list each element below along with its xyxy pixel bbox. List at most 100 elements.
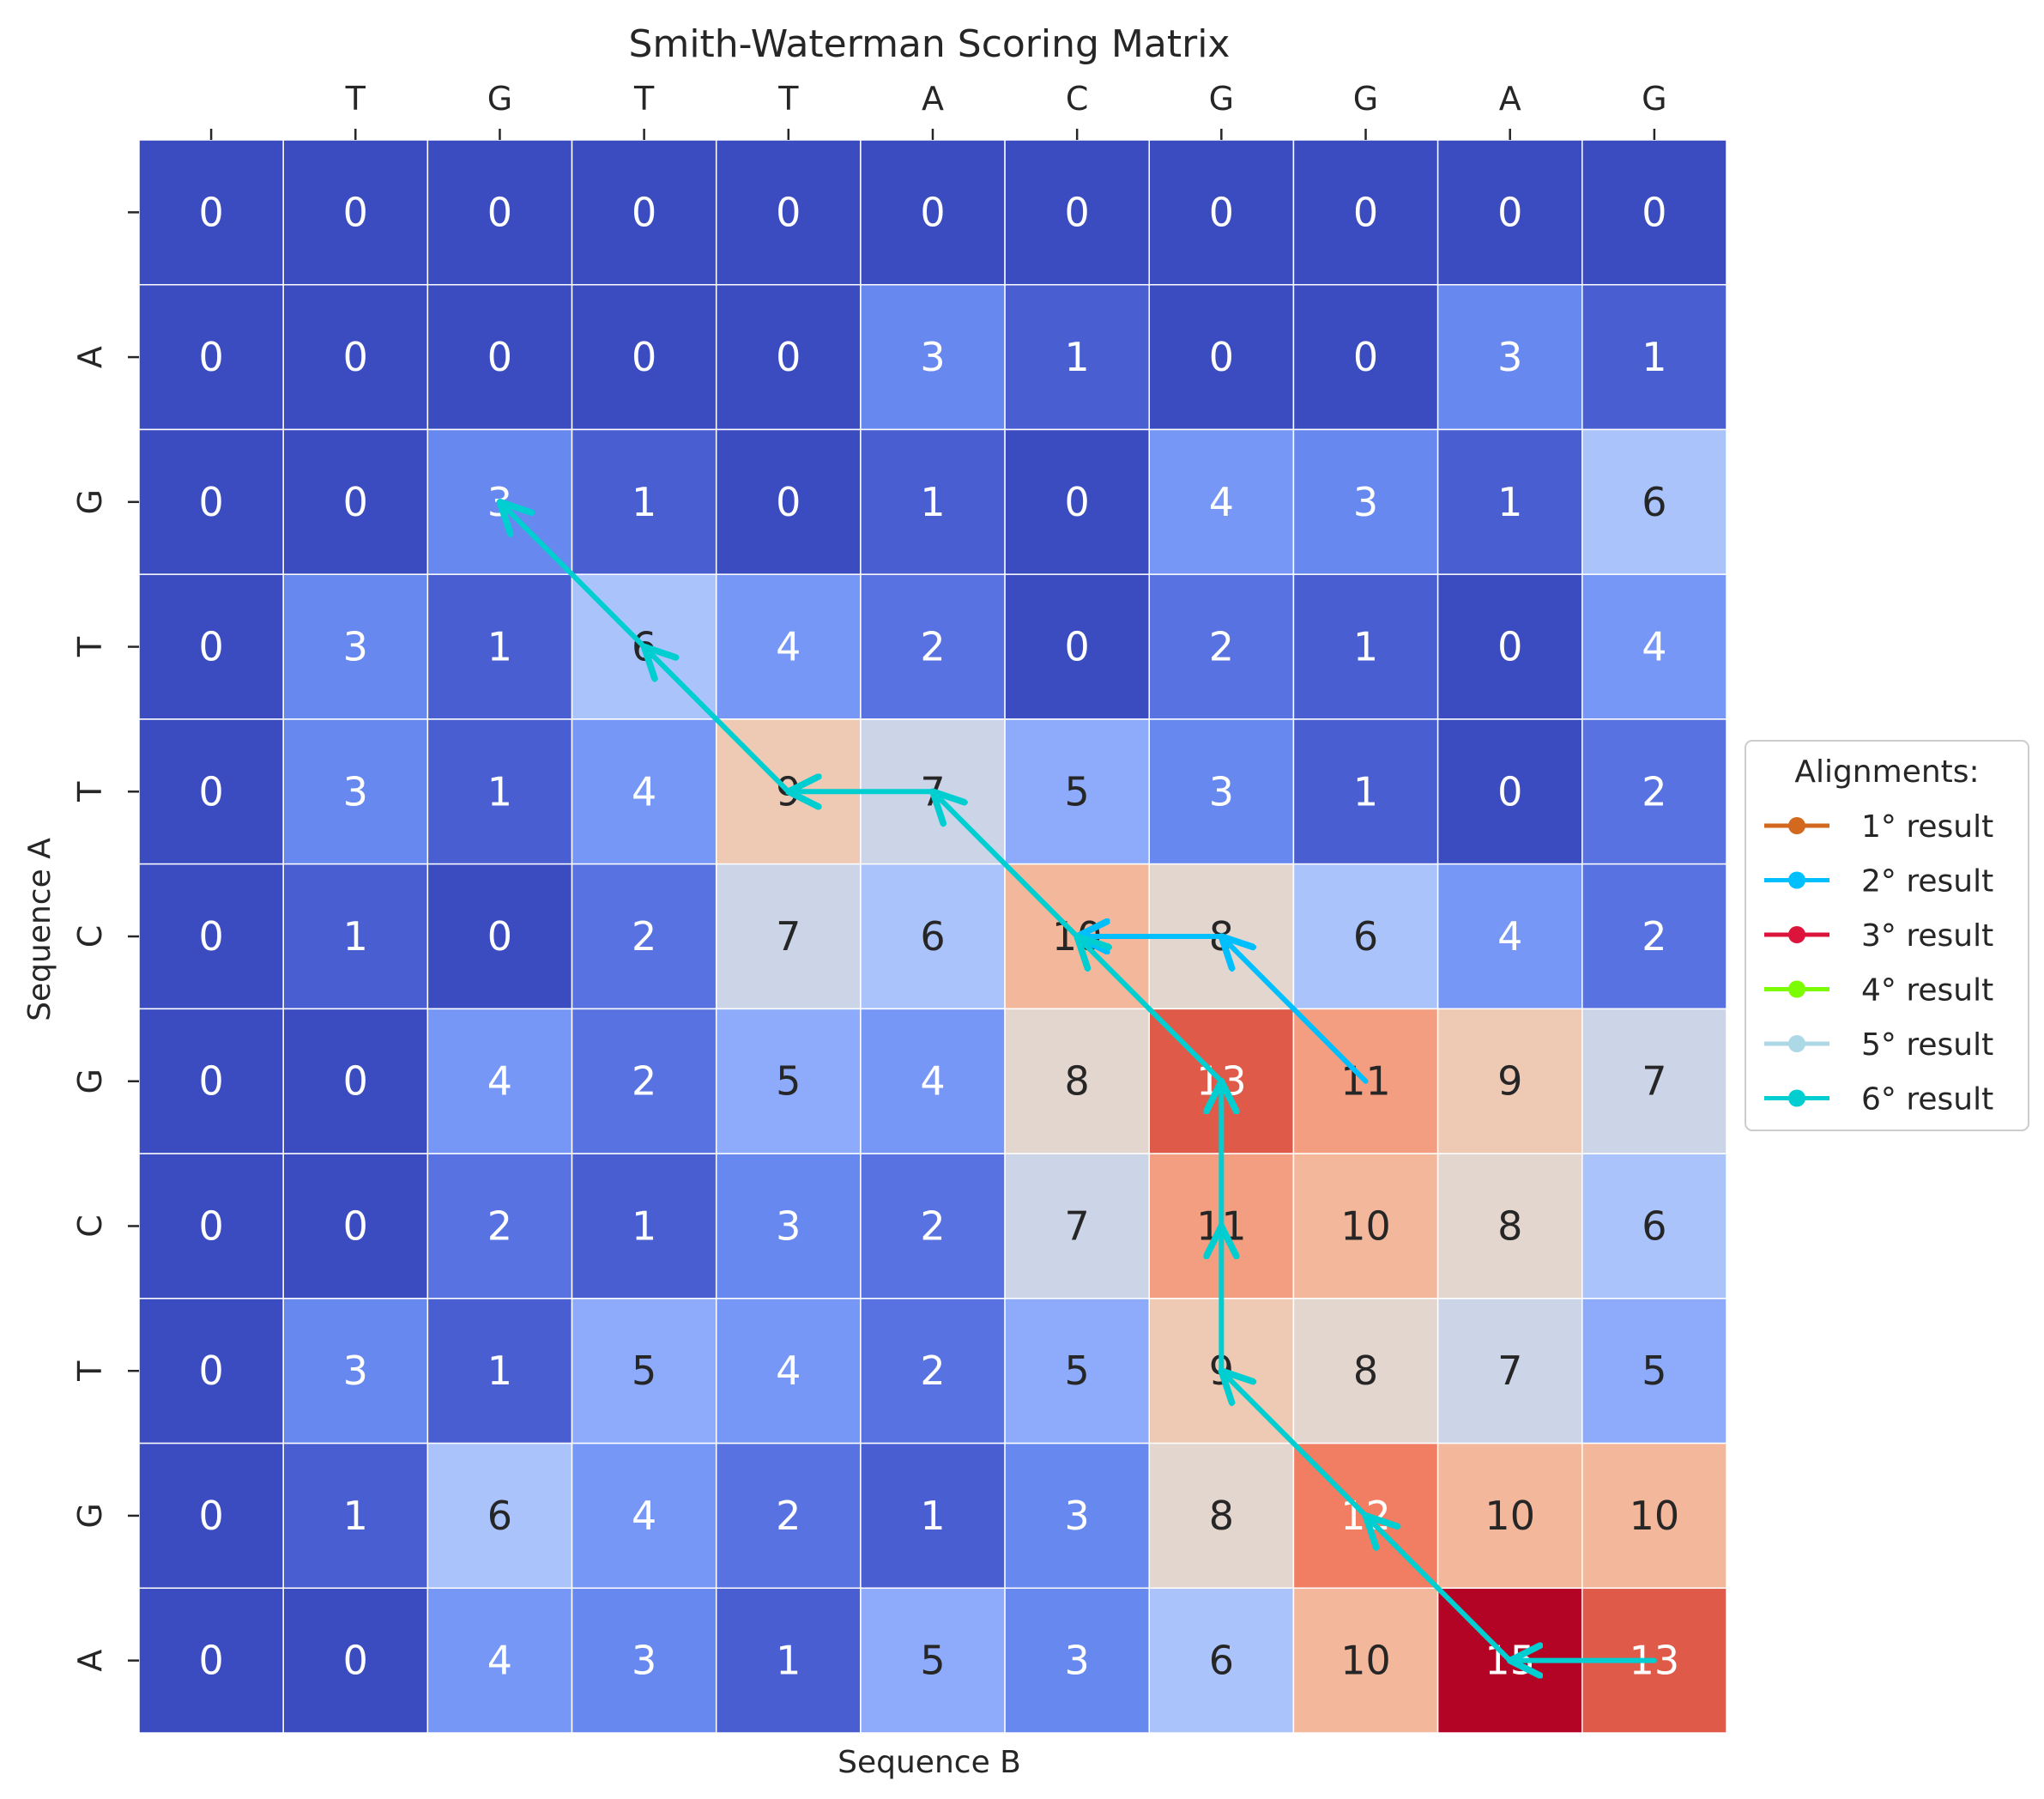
heatmap-cell [1581,573,1727,720]
cell-value: 1 [632,1202,656,1249]
legend-frame [1745,740,2029,1131]
cell-value: 6 [1353,913,1378,960]
cell-value: 0 [198,1202,223,1249]
cell-value: 0 [343,1202,368,1249]
cell-value: 1 [1065,334,1090,380]
alignment-arrow [644,647,791,795]
heatmap-cell [426,1587,573,1734]
cell-value: 3 [343,1348,368,1394]
cell-value: 2 [1642,913,1666,960]
cell-value: 10 [1340,1638,1391,1684]
heatmap-cell [571,1442,717,1590]
cell-value: 5 [1065,1348,1090,1394]
cell-value: 3 [343,768,368,815]
cell-value: 2 [920,1202,945,1249]
cell-value: 0 [198,334,223,380]
heatmap-cell [1292,1298,1439,1445]
heatmap-cell [1581,139,1727,286]
heatmap-cell [1581,1442,1727,1590]
heatmap-cell [1004,1153,1151,1299]
cell-value: 8 [1497,1202,1522,1249]
heatmap-cell [426,1442,573,1590]
heatmap-cell [715,1587,862,1734]
x-axis-label: Sequence B [838,1745,1021,1780]
cell-value: 1 [1353,768,1378,815]
heatmap-cell [1581,718,1727,865]
heatmap-cell [860,863,1006,1010]
cell-value: 0 [487,913,512,960]
heatmap-cell [1004,1587,1151,1734]
heatmap-cell [1292,863,1439,1010]
heatmap-cell [715,139,862,286]
cell-value: 1 [1642,334,1666,380]
heatmap-cell [571,1008,717,1154]
heatmap-cell [715,283,862,431]
heatmap-cell [1436,1298,1583,1445]
x-tick-label: T [633,80,655,118]
cell-value: 8 [1353,1348,1378,1394]
cell-value: 7 [776,913,801,960]
heatmap-cell [860,1298,1006,1445]
heatmap-cell [1148,283,1295,431]
heatmap-cell [1004,1298,1151,1445]
cell-value: 6 [920,913,945,960]
y-axis-label: Sequence A [22,838,57,1021]
cell-value: 2 [920,624,945,670]
cell-value: 0 [1065,624,1090,670]
heatmap-cell [282,1153,429,1299]
cell-value: 3 [632,1638,656,1684]
heatmap-cell [282,718,429,865]
cell-value: 2 [1642,768,1666,815]
cell-value: 2 [487,1202,512,1249]
alignment-arrow [1221,936,1369,1084]
x-tick-label: A [1499,80,1521,118]
cell-value: 0 [343,334,368,380]
cell-value: 6 [1642,1202,1666,1249]
cell-value: 1 [487,1348,512,1394]
cell-value: 4 [920,1058,945,1105]
heatmap-cell [1581,1298,1727,1445]
cell-value: 2 [632,1058,656,1105]
heatmap-cell [1292,1153,1439,1299]
legend-entry-label: 3° result [1861,918,1993,954]
heatmap-cell [571,283,717,431]
heatmap-cell [426,573,573,720]
heatmap-cell [138,1587,284,1734]
y-tick-label: C [71,925,109,948]
heatmap-cell [715,573,862,720]
heatmap-cell [138,1442,284,1590]
cell-value: 1 [1353,624,1378,670]
heatmap-cell [1148,139,1295,286]
heatmap-cell [571,718,717,865]
cell-value: 0 [343,479,368,525]
legend-swatch-marker [1788,817,1805,834]
cell-value: 3 [1497,334,1522,380]
alignment-paths [499,502,1657,1661]
heatmap-cell [860,1442,1006,1590]
alignment-arrow [499,502,647,650]
heatmap-cell [426,283,573,431]
alignment-arrow [1221,1371,1369,1518]
heatmap-cell [282,283,429,431]
legend-swatch-marker [1788,1035,1805,1052]
x-tick-label: G [487,80,512,118]
cell-value: 0 [343,1058,368,1105]
cell-value: 0 [632,334,656,380]
legend-entry-label: 4° result [1861,973,1993,1009]
heatmap-cell [138,283,284,431]
legend-title: Alignments: [1794,754,1979,790]
cell-value: 0 [1209,189,1234,235]
heatmap-cell [571,1587,717,1734]
legend-swatch-marker [1788,980,1805,998]
heatmap-cell [860,1153,1006,1299]
heatmap-cell [1581,1008,1727,1154]
cell-value: 0 [343,189,368,235]
x-tick-label: G [1353,80,1378,118]
cell-value: 0 [1065,479,1090,525]
y-tick-label: G [71,489,109,514]
alignment-arrow [933,791,1080,940]
legend-swatch-marker [1788,1089,1805,1107]
cell-value: 7 [1497,1348,1522,1394]
cell-value: 3 [1353,479,1378,525]
heatmap-cell [1581,428,1727,575]
